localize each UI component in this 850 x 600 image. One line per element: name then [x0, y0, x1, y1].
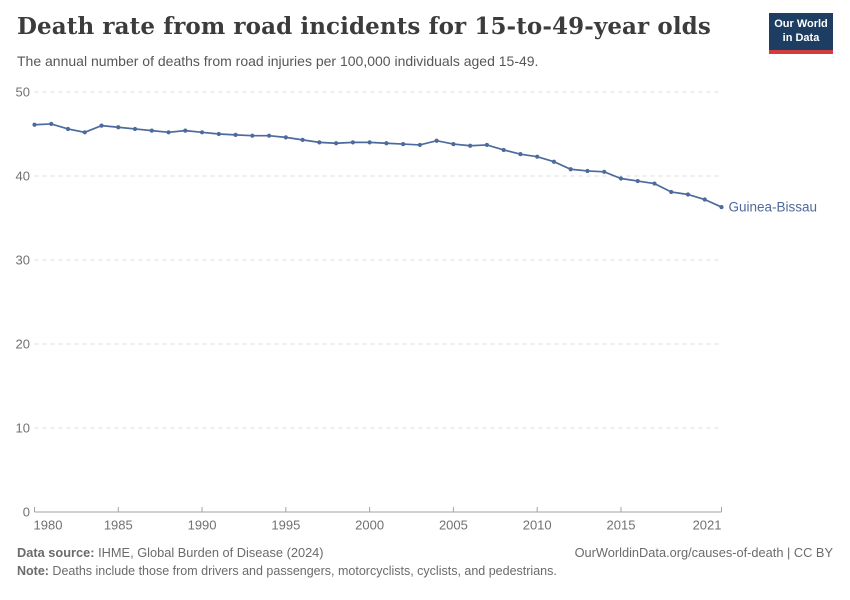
data-point-1991: [216, 131, 221, 137]
data-point-2017: [652, 181, 657, 186]
data-point-1980: [32, 122, 37, 127]
citation-link[interactable]: OurWorldinData.org/causes-of-death | CC …: [574, 545, 833, 560]
x-tick-label-1995: 1995: [271, 518, 300, 533]
y-tick-label-50: 50: [16, 85, 30, 100]
y-tick-label-10: 10: [16, 421, 30, 436]
data-point-1986: [132, 126, 138, 132]
y-tick-label-20: 20: [16, 337, 30, 352]
data-point-2015: [618, 176, 624, 181]
x-tick-label-2021: 2021: [693, 518, 722, 533]
data-point-1999: [350, 140, 355, 145]
data-point-1990: [199, 130, 205, 135]
data-point-2018: [669, 189, 674, 195]
data-point-1995: [283, 135, 288, 140]
data-point-2019: [685, 192, 691, 197]
y-gridlines: 0 10 20 30 40 50: [16, 85, 722, 520]
data-point-1982: [65, 126, 71, 132]
data-point-2009: [518, 152, 523, 157]
data-point-2007: [484, 142, 490, 148]
data-point-1996: [300, 137, 305, 142]
data-point-1989: [183, 128, 188, 133]
x-tick-label-1990: 1990: [188, 518, 217, 533]
x-tick-label-2015: 2015: [607, 518, 636, 533]
data-point-2016: [635, 178, 640, 184]
note-label: Note:: [17, 564, 49, 578]
data-point-2013: [585, 168, 590, 174]
data-point-2014: [602, 169, 607, 174]
y-tick-label-40: 40: [16, 169, 30, 184]
chart-title: Death rate from road incidents for 15-to…: [17, 13, 711, 40]
series-end-label: Guinea-Bissau: [729, 200, 818, 215]
chart-subtitle: The annual number of deaths from road in…: [17, 53, 539, 69]
data-point-2010: [535, 154, 540, 159]
data-point-2021: [719, 204, 724, 210]
y-tick-label-0: 0: [23, 505, 30, 520]
data-point-1983: [82, 130, 87, 135]
series-line: [34, 123, 722, 208]
data-point-2011: [551, 159, 557, 164]
data-point-1985: [116, 125, 121, 130]
data-point-1992: [233, 132, 238, 137]
data-point-2000: [367, 140, 372, 145]
footer-note: Note: Deaths include those from drivers …: [17, 564, 833, 578]
data-point-1993: [250, 133, 255, 138]
data-point-1997: [317, 140, 322, 145]
y-tick-label-30: 30: [16, 253, 30, 268]
data-point-2008: [501, 147, 506, 153]
data-source: Data source: IHME, Global Burden of Dise…: [17, 545, 324, 560]
data-point-2020: [702, 197, 707, 202]
data-point-2002: [401, 141, 406, 147]
x-tick-label-2000: 2000: [355, 518, 384, 533]
data-source-label: Data source:: [17, 545, 95, 560]
owid-logo-line1: Our World: [774, 17, 828, 30]
note-text: Deaths include those from drivers and pa…: [48, 564, 557, 578]
owid-logo-line2: in Data: [782, 31, 820, 44]
x-tick-label-1980: 1980: [34, 518, 63, 533]
data-source-text: IHME, Global Burden of Disease (2024): [94, 545, 324, 560]
data-point-1988: [166, 130, 171, 135]
data-point-2012: [568, 167, 573, 172]
series-guinea-bissau: Guinea-Bissau: [32, 121, 818, 215]
x-tick-label-2010: 2010: [523, 518, 552, 533]
data-point-2006: [468, 143, 473, 148]
data-point-1984: [99, 123, 104, 128]
data-point-2004: [434, 138, 439, 143]
owid-logo[interactable]: Our World in Data: [769, 13, 833, 54]
x-tick-label-2005: 2005: [439, 518, 468, 533]
data-point-1998: [334, 141, 339, 146]
data-point-1994: [266, 133, 272, 138]
chart-footer: Data source: IHME, Global Burden of Dise…: [17, 545, 833, 578]
data-point-2005: [451, 141, 456, 147]
data-point-2001: [384, 141, 389, 146]
x-tick-label-1985: 1985: [104, 518, 133, 533]
x-axis: 1980 1985 1990 1995 2000 2005 2010 2015 2021: [34, 507, 722, 533]
data-point-2003: [417, 142, 422, 148]
data-point-1987: [149, 128, 154, 133]
data-point-1981: [49, 121, 54, 127]
